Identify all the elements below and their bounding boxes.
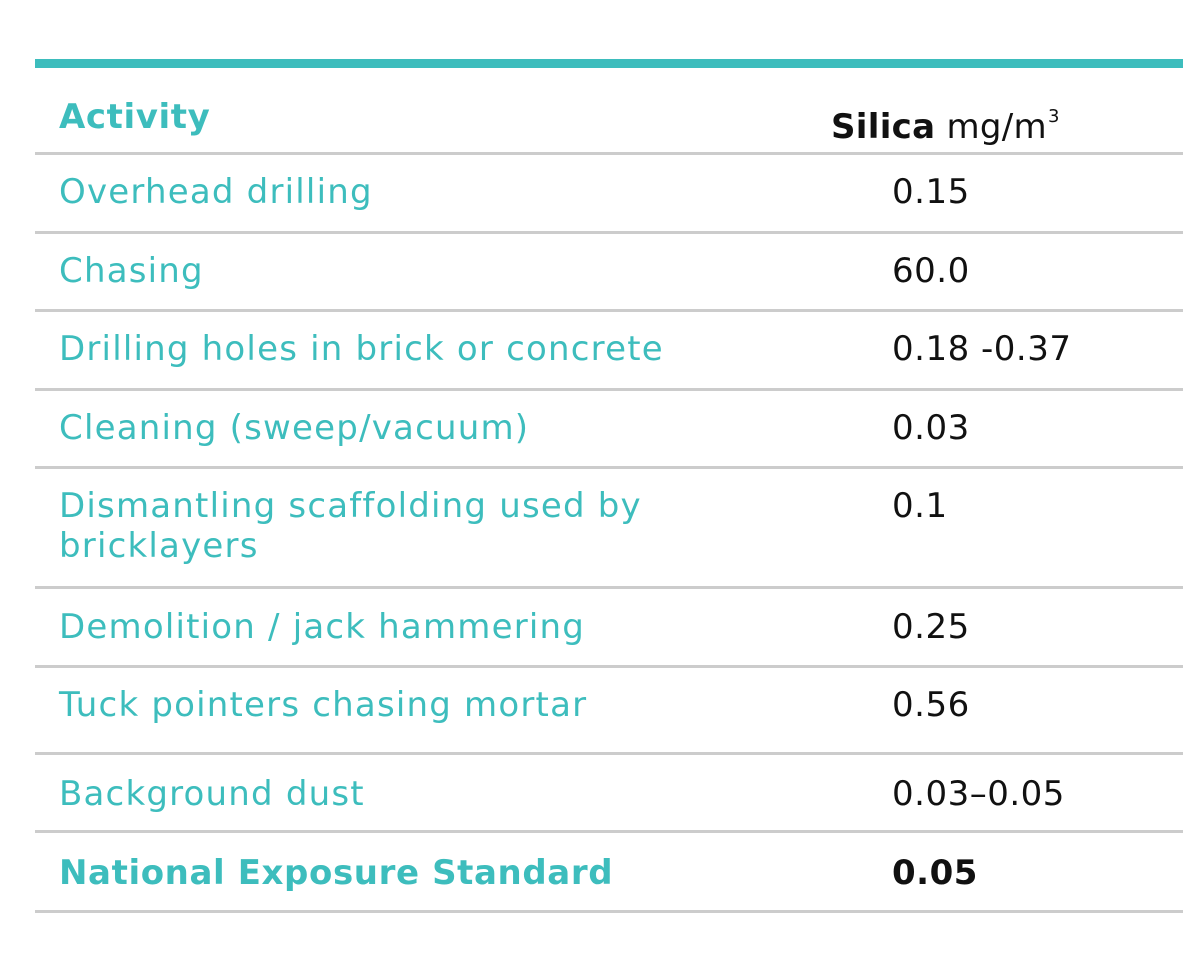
standard-silica-value: 0.05	[892, 853, 978, 893]
row-activity: Demolition / jack hammering	[59, 607, 586, 647]
header-activity: Activity	[59, 97, 211, 137]
row-silica-value: 0.03	[892, 408, 970, 448]
row-silica-value: 0.25	[892, 607, 970, 647]
standard-activity: National Exposure Standard	[59, 853, 614, 893]
row-silica-value: 60.0	[892, 251, 970, 291]
row-silica-value: 0.1	[892, 486, 948, 526]
table-row: Drilling holes in brick or concrete 0.18…	[35, 312, 1183, 391]
row-activity: Drilling holes in brick or concrete	[59, 329, 664, 369]
row-silica-value: 0.56	[892, 685, 970, 725]
row-activity: Cleaning (sweep/vacuum)	[59, 408, 530, 448]
row-activity: Tuck pointers chasing mortar	[59, 685, 588, 725]
header-silica-unit: mg/m	[946, 107, 1047, 147]
table-row: Cleaning (sweep/vacuum) 0.03	[35, 391, 1183, 469]
table-row: Demolition / jack hammering 0.25	[35, 589, 1183, 668]
header-silica-label: Silica	[831, 107, 936, 147]
row-activity: Dismantling scaffolding used by bricklay…	[59, 486, 642, 566]
table-row: Background dust 0.03–0.05	[35, 755, 1183, 833]
row-activity: Overhead drilling	[59, 172, 373, 212]
silica-exposure-table: Activity Silica mg/m3 Overhead drilling …	[35, 59, 1183, 913]
top-rule	[35, 59, 1183, 68]
table-row: Dismantling scaffolding used by bricklay…	[35, 469, 1183, 589]
table-row: Tuck pointers chasing mortar 0.56	[35, 668, 1183, 755]
table-row: Chasing 60.0	[35, 234, 1183, 312]
table-row: Overhead drilling 0.15	[35, 155, 1183, 234]
row-silica-value: 0.18 -0.37	[892, 329, 1072, 369]
header-silica-unit-sup: 3	[1047, 106, 1060, 127]
table-header-row: Activity Silica mg/m3	[35, 68, 1183, 155]
row-activity: Chasing	[59, 251, 204, 291]
header-silica: Silica mg/m3	[831, 97, 1060, 147]
row-silica-value: 0.03–0.05	[892, 774, 1065, 814]
row-activity: Background dust	[59, 774, 365, 814]
table-row-standard: National Exposure Standard 0.05	[35, 833, 1183, 913]
row-silica-value: 0.15	[892, 172, 970, 212]
